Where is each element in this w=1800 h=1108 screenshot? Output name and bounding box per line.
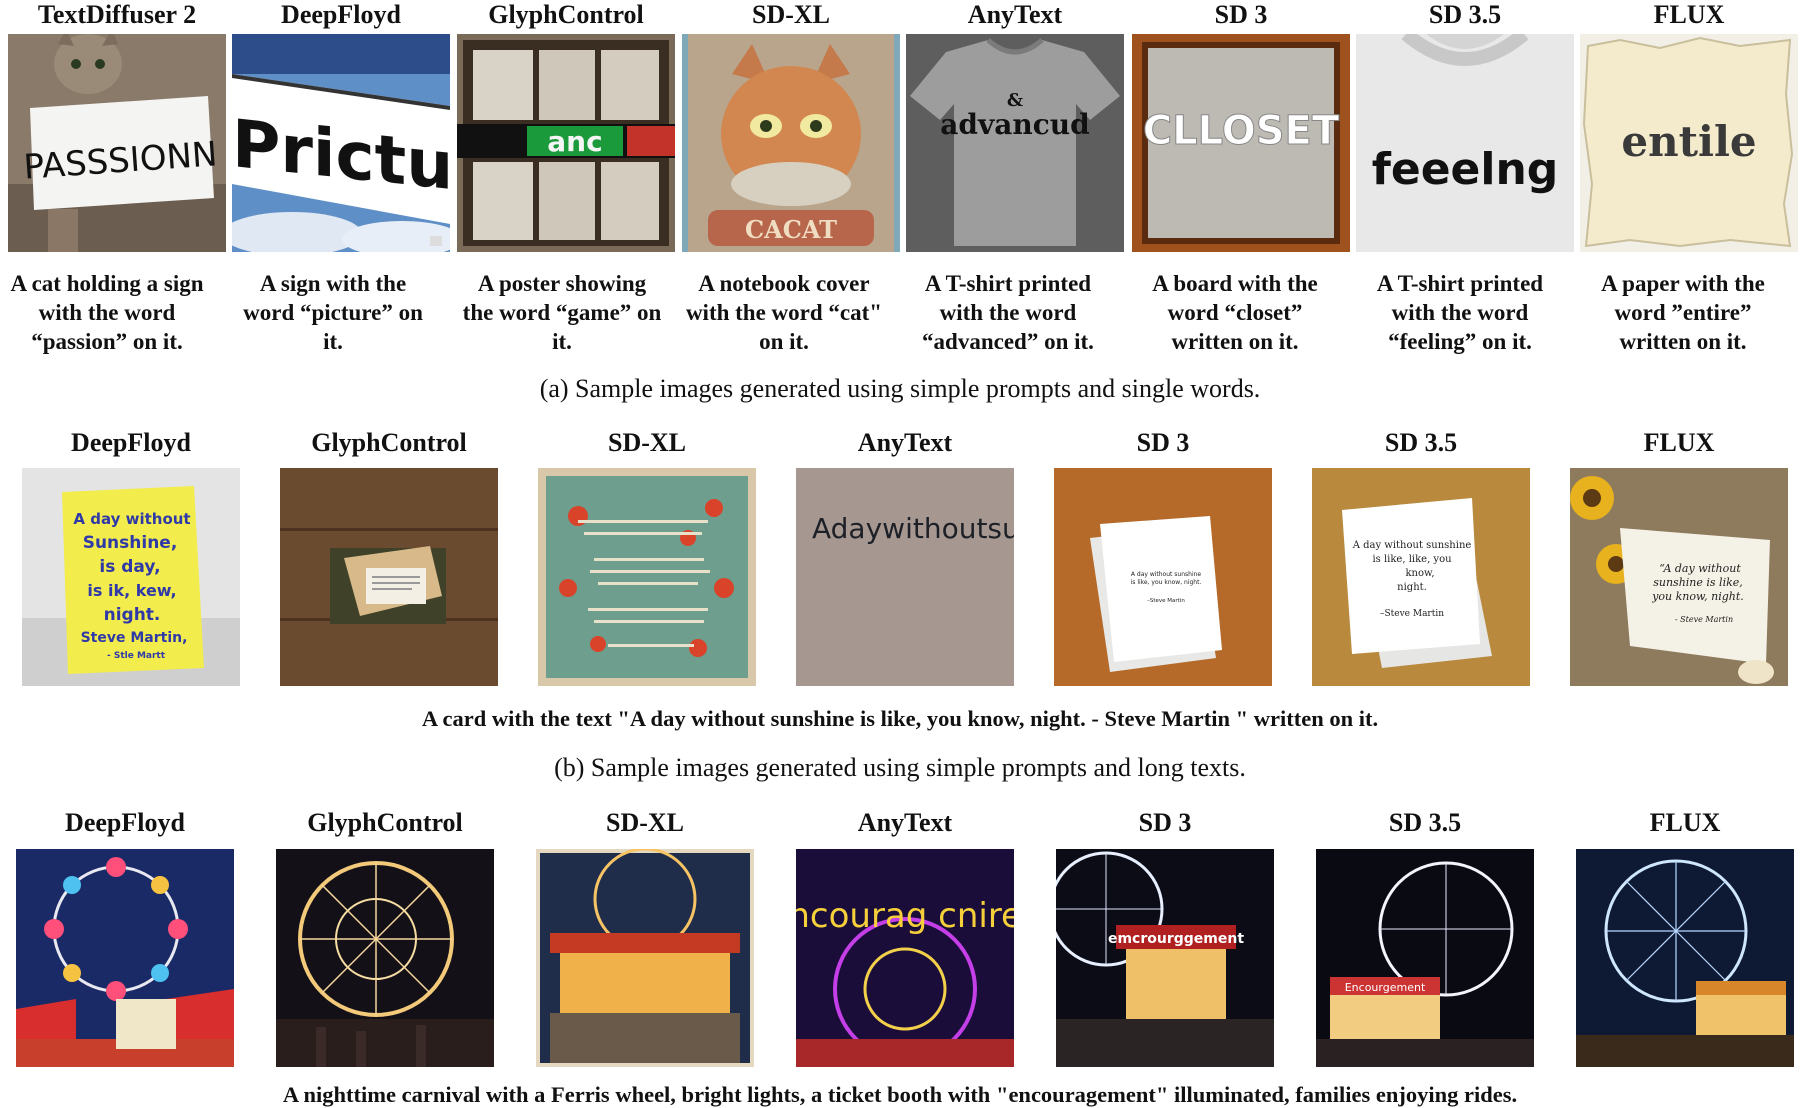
prompt-text: A T-shirt printed with the word “feeling… (1376, 271, 1544, 354)
card-text-line: - Steve Martin (1675, 615, 1733, 624)
card-text-line: is day, (99, 557, 160, 577)
sample-image-glyphcontrol-card (280, 468, 498, 686)
model-label: SD-XL (605, 808, 684, 837)
card-text-line: A day without sunshine (1131, 571, 1202, 578)
sample-image-flux-card: “A day without sunshine is like, you kno… (1570, 468, 1788, 686)
prompt-text-c: A nighttime carnival with a Ferris wheel… (282, 1082, 1518, 1107)
sample-image-glyphcontrol: anc (457, 34, 675, 252)
section-a: TextDiffuser 2 DeepFloyd GlyphControl SD… (0, 0, 1800, 395)
sample-image-anytext-carnival: Cencourag cnirenit (796, 849, 1014, 1067)
sample-image-deepfloyd-card: A day without Sunshine, is day, is ik, k… (22, 468, 240, 686)
prompt-text: A poster showing the word “game” on it. (462, 271, 662, 354)
prompt-text: A cat holding a sign with the word “pass… (10, 271, 204, 354)
model-label: SD 3 (1138, 808, 1192, 837)
model-label: AnyText (857, 808, 953, 837)
sample-image-sd35-carnival: Encourgement (1316, 849, 1534, 1067)
card-text-line: Steve Martin, (81, 630, 188, 646)
sign-text: Cencourag cnirenit (796, 896, 1014, 936)
card-text-line: is like, you know, night. (1131, 579, 1202, 586)
sample-image-sdxl-carnival (536, 849, 754, 1067)
image-text: advancud (940, 108, 1089, 141)
model-label: FLUX (1653, 0, 1725, 29)
model-label: DeepFloyd (71, 428, 191, 457)
card-text-line: –Steve Martin (1380, 609, 1444, 619)
card-text-line: know, (1405, 568, 1434, 579)
sample-image-sd3-carnival: emcrourggement (1056, 849, 1274, 1067)
prompt-text-b: A card with the text "A day without suns… (421, 706, 1379, 731)
model-label: SD 3.5 (1428, 0, 1502, 29)
sample-image-textdiffuser2: PASSSIONN (8, 34, 226, 252)
sample-image-sd35-card: A day without sunshine is like, like, yo… (1312, 468, 1530, 686)
card-text-line: A day without (73, 510, 190, 528)
sample-image-sd3: CLLOSET (1132, 34, 1350, 252)
model-label: SD 3 (1214, 0, 1268, 29)
model-label: SD-XL (607, 428, 686, 457)
caption-a: (a) Sample images generated using simple… (539, 374, 1261, 403)
prompt-text: A paper with the word ”entire” written o… (1601, 271, 1765, 354)
card-text-line: A day without sunshine (1352, 540, 1472, 551)
model-label: SD 3 (1136, 428, 1190, 457)
section-c: DeepFloyd GlyphControl SD-XL AnyText SD … (0, 808, 1800, 1078)
model-label: DeepFloyd (281, 0, 401, 29)
card-text-line: –Steve Martin (1147, 598, 1185, 604)
model-label: GlyphControl (311, 428, 467, 457)
prompt-text: A sign with the word “picture” on it. (243, 271, 423, 354)
prompt-text: A board with the word “closet” written o… (1152, 271, 1318, 354)
section-b: DeepFloyd GlyphControl SD-XL AnyText SD … (0, 428, 1800, 728)
model-label: AnyText (967, 0, 1063, 29)
sign-text: Encourgement (1345, 981, 1426, 994)
caption-b: (b) Sample images generated using simple… (554, 753, 1246, 782)
card-text-line: “A day without (1659, 562, 1741, 575)
model-label: SD-XL (751, 0, 830, 29)
image-text: anc (547, 125, 602, 158)
sample-image-sdxl-card (538, 468, 756, 686)
sample-image-deepfloyd-carnival (16, 849, 234, 1067)
model-label: GlyphControl (307, 808, 463, 837)
model-label: TextDiffuser 2 (37, 0, 197, 29)
sample-image-sd3-card: A day without sunshine is like, you know… (1054, 468, 1272, 686)
card-text-line: - Stle Martt (107, 651, 166, 661)
prompt-text: A T-shirt printed with the word “advance… (922, 271, 1094, 354)
sample-image-sd35: feeelng (1356, 34, 1574, 252)
model-label: SD 3.5 (1388, 808, 1462, 837)
card-text-line: you know, night. (1651, 590, 1744, 603)
image-text: CLLOSET (1143, 108, 1340, 154)
model-label: FLUX (1643, 428, 1715, 457)
sample-image-flux: entile (1580, 34, 1798, 252)
model-label: FLUX (1649, 808, 1721, 837)
sample-image-anytext: & advancud (906, 34, 1124, 252)
image-text: CACAT (745, 215, 837, 244)
image-text: feeelng (1372, 144, 1559, 195)
prompt-text: A notebook cover with the word “cat" on … (685, 271, 883, 354)
model-label: GlyphControl (488, 0, 644, 29)
sample-image-sdxl: CACAT (682, 34, 900, 252)
card-text-line: night. (1397, 582, 1427, 593)
sample-image-deepfloyd: Prictu (232, 34, 450, 252)
card-text-line: sunshine is like, (1653, 576, 1743, 589)
sample-image-glyphcontrol-carnival (276, 849, 494, 1067)
model-label: AnyText (857, 428, 953, 457)
sign-text: emcrourggement (1108, 931, 1244, 947)
card-text-line: night. (104, 605, 161, 625)
svg-text:&: & (1007, 90, 1023, 111)
model-label: SD 3.5 (1384, 428, 1458, 457)
sample-image-flux-carnival (1576, 849, 1794, 1067)
model-label: DeepFloyd (65, 808, 185, 837)
card-text-line: Sunshine, (83, 533, 178, 553)
card-text-line: is like, like, you (1372, 554, 1452, 565)
image-text: entile (1621, 117, 1756, 166)
card-text-line: is ik, kew, (87, 581, 176, 600)
